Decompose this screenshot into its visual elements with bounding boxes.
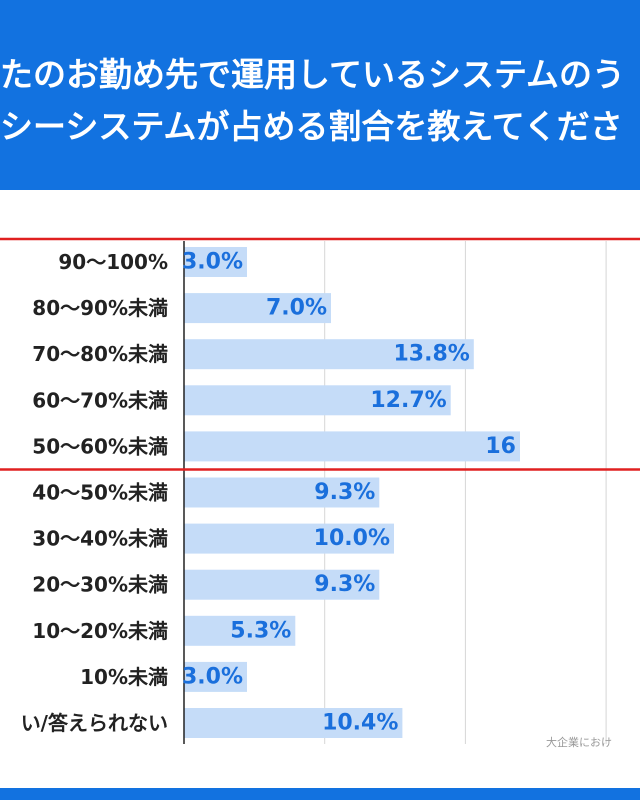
category-label: 90〜100% bbox=[58, 250, 168, 274]
bar bbox=[184, 339, 474, 370]
title-line-1: たのお勤め先で運用しているシステムのう bbox=[0, 55, 626, 94]
bar bbox=[184, 293, 331, 324]
value-label: 10.0% bbox=[314, 526, 390, 551]
source-note: 大企業におけ bbox=[546, 735, 612, 749]
value-label: 7.0% bbox=[266, 296, 327, 321]
footer-bar bbox=[0, 788, 640, 800]
category-label: 80〜90%未満 bbox=[32, 296, 168, 320]
category-label: 10〜20%未満 bbox=[32, 619, 168, 643]
value-label: 10.4% bbox=[322, 711, 398, 736]
category-label: 70〜80%未満 bbox=[32, 342, 168, 366]
category-label: 40〜50%未満 bbox=[32, 481, 168, 505]
value-label: 9.3% bbox=[314, 480, 375, 505]
category-label: 50〜60%未満 bbox=[32, 434, 168, 458]
title-banner: たのお勤め先で運用しているシステムのう シーシステムが占める割合を教えてくださ bbox=[0, 0, 640, 190]
bar bbox=[184, 431, 520, 462]
bar-chart: 90〜100% 80〜90%未満 70〜80%未満 60〜70%未満 50〜60%未満 4… bbox=[0, 237, 640, 749]
bar bbox=[184, 708, 403, 738]
value-label: 3.0% bbox=[182, 250, 243, 275]
category-label: 20〜30%未満 bbox=[32, 573, 168, 597]
category-label: 10%未満 bbox=[80, 665, 168, 689]
value-label: 5.3% bbox=[230, 618, 291, 643]
value-label: 13.8% bbox=[393, 342, 469, 367]
bar bbox=[184, 661, 247, 692]
bar bbox=[184, 247, 247, 277]
bar bbox=[184, 523, 394, 554]
bar bbox=[184, 615, 296, 646]
title-line-2: シーシステムが占める割合を教えてくださ bbox=[0, 107, 623, 146]
category-label: い/答えられない bbox=[21, 711, 168, 735]
chart-area: 90〜100% 80〜90%未満 70〜80%未満 60〜70%未満 50〜60%未満 4… bbox=[0, 190, 640, 788]
category-label: 60〜70%未満 bbox=[32, 388, 168, 412]
bar bbox=[184, 569, 380, 600]
value-label: 3.0% bbox=[182, 664, 243, 689]
category-label: 30〜40%未満 bbox=[32, 527, 168, 551]
value-label: 12.7% bbox=[370, 388, 446, 413]
bar bbox=[184, 477, 380, 508]
value-label: 9.3% bbox=[314, 572, 375, 597]
value-label: 16 bbox=[485, 434, 516, 459]
bar bbox=[184, 385, 451, 416]
